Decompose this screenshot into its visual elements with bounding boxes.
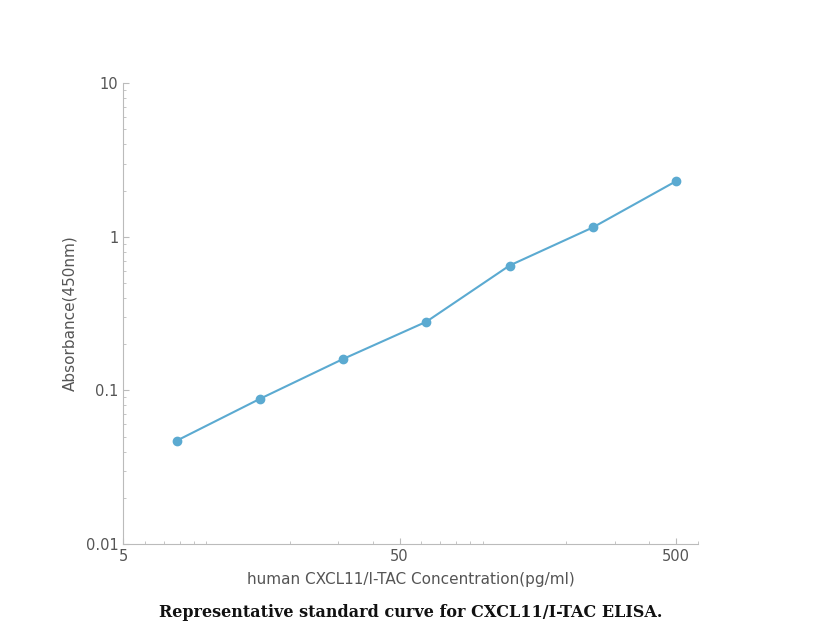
Y-axis label: Absorbance(450nm): Absorbance(450nm) [62,236,77,392]
Text: Representative standard curve for CXCL11/I-TAC ELISA.: Representative standard curve for CXCL11… [158,604,663,621]
X-axis label: human CXCL11/I-TAC Concentration(pg/ml): human CXCL11/I-TAC Concentration(pg/ml) [246,572,575,587]
